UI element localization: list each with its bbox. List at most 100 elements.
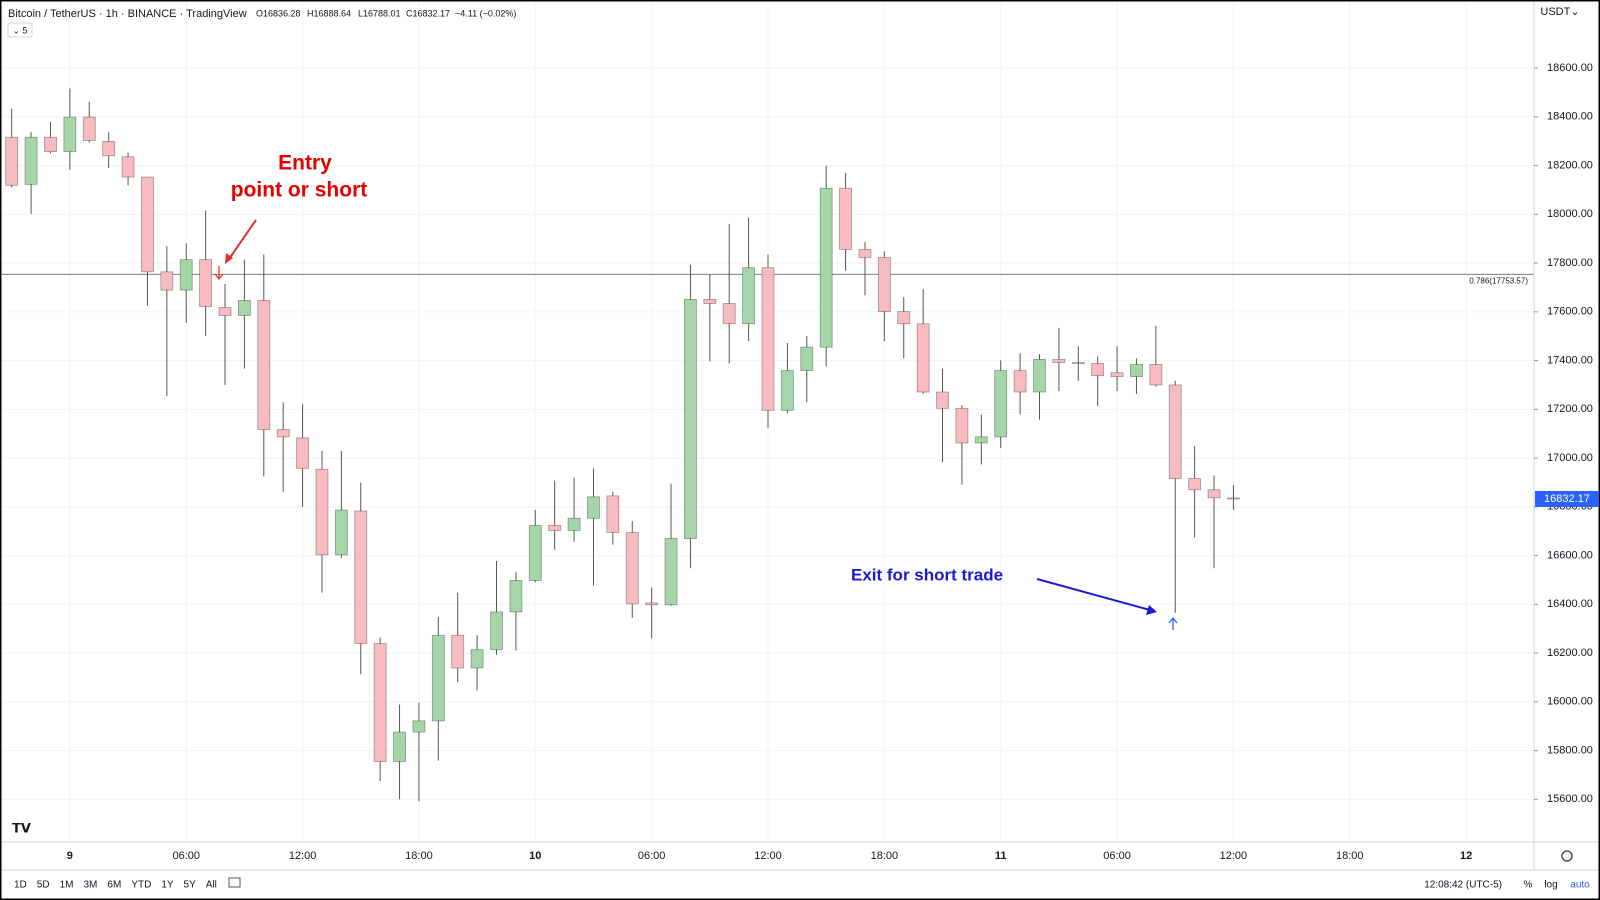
period-button[interactable]: 5D — [37, 880, 50, 891]
candle-body — [160, 271, 174, 291]
candle-body — [587, 496, 600, 519]
period-button[interactable]: 6M — [107, 880, 121, 891]
candle-body — [645, 602, 659, 606]
candle-body — [257, 299, 271, 430]
candle-body — [315, 468, 329, 556]
candle-body — [1188, 478, 1202, 491]
period-button[interactable]: 1M — [60, 880, 74, 891]
candle-body — [24, 136, 38, 185]
candle-body — [451, 634, 465, 669]
candle-body — [703, 298, 717, 304]
candle-body — [780, 370, 794, 411]
candle-body — [625, 532, 639, 605]
candle-body — [179, 259, 193, 291]
exit-arrow — [1036, 578, 1151, 611]
plot: 0.786(17753.57) — [2, 88, 1534, 802]
entry-annotation: point or short — [231, 179, 367, 202]
date-range-icon[interactable] — [228, 877, 241, 888]
symbol: Bitcoin / TetherUS · 1h · BINANCE · Trad… — [8, 8, 247, 20]
candle-body — [819, 187, 833, 348]
candle-body — [63, 116, 77, 153]
candle-body — [974, 436, 988, 444]
candle-body — [490, 611, 503, 651]
y-tick-label: 16400.00 — [1547, 598, 1593, 610]
candle-body — [470, 649, 484, 669]
y-tick-label: 16200.00 — [1547, 647, 1593, 659]
period-button[interactable]: 1Y — [161, 880, 174, 891]
candle-body — [606, 495, 620, 533]
candle-body — [199, 259, 213, 307]
scale-option[interactable]: log — [1544, 880, 1557, 891]
candle-body — [1227, 497, 1240, 500]
candle-body — [276, 429, 290, 438]
x-tick-label: 12:00 — [289, 850, 317, 862]
candle-body — [1207, 489, 1221, 499]
x-tick-label: 06:00 — [638, 850, 666, 862]
entry-arrow-head — [225, 253, 233, 264]
candle-body — [412, 720, 426, 733]
fib-level-label: 0.786(17753.57) — [1469, 276, 1528, 285]
candle-body — [393, 731, 406, 762]
y-tick-label: 17000.00 — [1547, 452, 1593, 464]
scale-option[interactable]: % — [1524, 880, 1533, 891]
currency[interactable]: USDT⌄ — [1540, 6, 1579, 18]
candle-body — [936, 391, 949, 409]
x-tick-label: 18:00 — [405, 850, 433, 862]
exit-arrow-head — [1146, 605, 1157, 615]
x-tick-label: 18:00 — [871, 850, 899, 862]
candle-body — [121, 156, 135, 178]
candle-body — [916, 323, 930, 393]
ohlc-high: H16888.64 — [307, 8, 351, 18]
settings-icon[interactable] — [1561, 850, 1573, 862]
x-tick-label: 06:00 — [172, 850, 200, 862]
y-tick-label: 16000.00 — [1547, 696, 1593, 708]
candle-body — [1071, 362, 1085, 364]
period-button[interactable]: All — [206, 880, 217, 891]
ohlc-open: O16836.28 — [256, 8, 301, 18]
candle-body — [141, 176, 154, 273]
entry-arrow — [228, 219, 257, 260]
y-tick-label: 17200.00 — [1547, 403, 1593, 415]
ohlc-low: L16788.01 — [358, 8, 401, 18]
candle-body — [994, 370, 1008, 438]
logo: 𝗧𝗩 — [12, 820, 31, 835]
candle-body — [1149, 364, 1163, 386]
exit-annotation: Exit for short trade — [851, 565, 1003, 584]
entry-annotation: Entry — [278, 152, 332, 175]
y-tick-label: 18200.00 — [1547, 159, 1593, 171]
candle-body — [567, 517, 581, 531]
period-button[interactable]: 3M — [84, 880, 98, 891]
period-button[interactable]: 5Y — [184, 880, 197, 891]
ohlc-close: C16832.17 — [406, 8, 450, 18]
candle-body — [1033, 358, 1046, 393]
last-price-label: 16832.17 — [1544, 493, 1590, 505]
candle-body — [955, 407, 969, 444]
period-button[interactable]: 1D — [14, 880, 27, 891]
candle-body — [1052, 358, 1066, 363]
indicator-toggle-box[interactable] — [7, 22, 33, 38]
x-tick-label: 18:00 — [1336, 850, 1364, 862]
entry-marker — [214, 266, 224, 281]
scale-option[interactable]: auto — [1570, 880, 1590, 891]
candle-body — [800, 346, 814, 371]
exit-marker — [1168, 616, 1178, 630]
x-tick-label: 12 — [1460, 850, 1472, 862]
indicator-toggle[interactable]: ⌄ 5 — [12, 25, 27, 35]
y-tick-label: 18400.00 — [1547, 111, 1593, 123]
candle-body — [1013, 370, 1027, 393]
period-button[interactable]: YTD — [131, 880, 151, 891]
candle-body — [5, 136, 19, 186]
ohlc-change: −4.11 (−0.02%) — [455, 8, 516, 18]
clock: 12:08:42 (UTC-5) — [1424, 880, 1502, 891]
candle-body — [742, 267, 756, 325]
candle-body — [218, 307, 232, 316]
candle-body — [296, 437, 309, 469]
x-tick-label: 12:00 — [1220, 850, 1248, 862]
candle-body — [1168, 384, 1182, 479]
last-price-box — [1535, 490, 1599, 507]
candle-body — [44, 136, 57, 153]
candle-body — [431, 634, 445, 722]
candle-body — [722, 303, 736, 325]
